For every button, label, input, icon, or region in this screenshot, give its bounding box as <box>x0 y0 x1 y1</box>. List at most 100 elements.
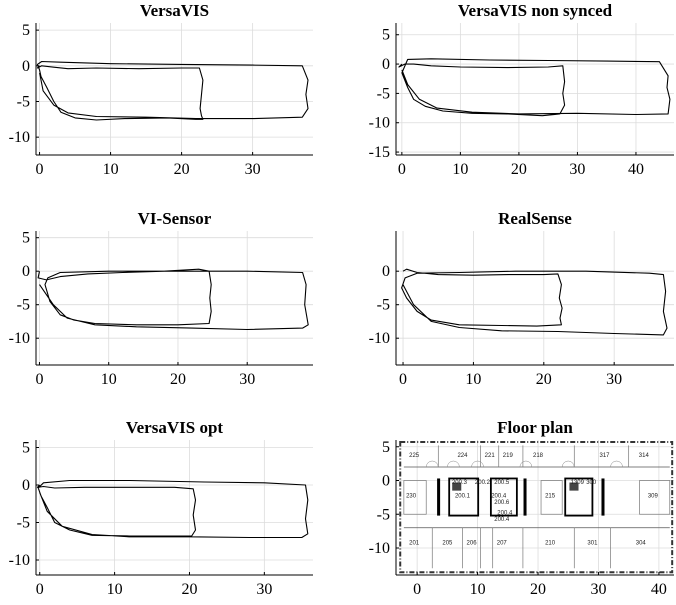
y-tick-label: 0 <box>22 58 30 75</box>
room-label: 205 <box>442 541 453 547</box>
subplot-1: VersaVIS 0 10 20 30 5 0 -5 -10 <box>9 1 313 178</box>
x-tick-label: 40 <box>651 581 667 598</box>
core-block <box>564 477 594 517</box>
x-tick-label: 30 <box>569 161 585 178</box>
y-tick-label: -5 <box>17 297 30 314</box>
trajectory-line <box>36 479 309 539</box>
y-tick-label: -10 <box>9 129 30 146</box>
y-tick-label: -10 <box>369 330 390 347</box>
trajectory-line <box>398 58 671 117</box>
room-label: 200.4 <box>491 493 507 499</box>
y-tick-label: 5 <box>22 22 30 39</box>
room-label: 206 <box>467 541 478 547</box>
y-tick-label: 0 <box>22 477 30 494</box>
y-tick-label: -5 <box>17 93 30 110</box>
door-swing <box>471 460 484 468</box>
stair-block <box>569 482 579 491</box>
room-label: 200.3 <box>452 480 468 486</box>
y-tick-label: 0 <box>382 56 390 73</box>
y-tick-label: -5 <box>17 515 30 532</box>
x-tick-label: 0 <box>413 581 421 598</box>
y-tick-label: 5 <box>22 440 30 457</box>
room-label: 230 <box>406 493 417 499</box>
door-swing <box>519 460 533 468</box>
room-label: 225 <box>409 453 420 459</box>
x-tick-label: 20 <box>511 161 527 178</box>
room-label: 301 <box>587 541 598 547</box>
y-tick-label: 5 <box>382 27 390 44</box>
door-swing <box>425 460 439 468</box>
room-label: 215 <box>545 493 556 499</box>
x-tick-label: 30 <box>239 371 255 388</box>
y-tick-label: -5 <box>377 506 390 523</box>
building-outline <box>399 441 674 574</box>
core-block <box>448 477 480 517</box>
x-tick-label: 0 <box>35 371 43 388</box>
room-label: 207 <box>497 541 508 547</box>
x-tick-label: 10 <box>452 161 468 178</box>
room-label: 201 <box>409 541 420 547</box>
x-tick-label: 20 <box>174 161 190 178</box>
room-label: 1309 <box>571 480 585 486</box>
room-label: 200.6 <box>494 500 510 506</box>
room-label: 317 <box>599 453 610 459</box>
room-wall <box>540 480 563 515</box>
y-tick-label: -15 <box>369 144 390 161</box>
x-tick-label: 30 <box>606 371 622 388</box>
core-block <box>489 477 518 517</box>
subplot-3: VI-Sensor 0 10 20 30 5 0 -5 -10 <box>9 209 313 388</box>
x-tick-label: 10 <box>103 161 119 178</box>
y-tick-label: -10 <box>369 115 390 132</box>
column-wall <box>601 478 605 516</box>
room-label: 200.2 <box>475 480 491 486</box>
room-label: 200.4 <box>497 510 513 516</box>
x-tick-label: 30 <box>590 581 606 598</box>
x-tick-label: 40 <box>628 161 644 178</box>
x-tick-label: 0 <box>36 581 44 598</box>
chart-title: VersaVIS non synced <box>458 1 613 20</box>
room-wall <box>403 480 427 515</box>
room-label: 300 <box>586 480 597 486</box>
chart-title: VersaVIS <box>140 1 209 20</box>
y-tick-label: -5 <box>377 297 390 314</box>
trajectory-line <box>36 60 309 121</box>
y-tick-label: 5 <box>382 439 390 456</box>
subplot-4: RealSense 0 10 20 30 0 -5 -10 <box>369 209 674 388</box>
y-tick-label: -10 <box>9 330 30 347</box>
x-tick-label: 10 <box>101 371 117 388</box>
room-label: 200.5 <box>494 480 510 486</box>
x-tick-label: 10 <box>465 371 481 388</box>
room-label: 314 <box>639 453 650 459</box>
y-tick-label: 0 <box>382 473 390 490</box>
floor-plan-drawing: 225 224 221 219 218 317 314 230 215 309 201 205 206 2… <box>399 441 674 574</box>
room-label: 200.4 <box>494 517 510 523</box>
trajectory-line <box>37 268 309 331</box>
chart-title: VersaVIS opt <box>126 418 223 437</box>
y-tick-label: 0 <box>22 263 30 280</box>
room-label: 219 <box>503 453 514 459</box>
door-swing <box>610 460 623 468</box>
room-label: 210 <box>545 541 556 547</box>
column-wall <box>523 478 527 516</box>
y-tick-label: -10 <box>369 540 390 557</box>
x-tick-label: 20 <box>536 371 552 388</box>
room-label: 221 <box>485 453 496 459</box>
room-label: 309 <box>648 493 659 499</box>
x-tick-label: 30 <box>245 161 261 178</box>
chart-title: VI-Sensor <box>138 209 212 228</box>
room-wall <box>639 480 671 515</box>
x-tick-label: 0 <box>398 161 406 178</box>
x-tick-label: 30 <box>256 581 272 598</box>
room-label: 304 <box>636 541 647 547</box>
x-tick-label: 0 <box>36 161 44 178</box>
x-tick-label: 10 <box>107 581 123 598</box>
x-tick-label: 0 <box>399 371 407 388</box>
stair-block <box>452 482 462 491</box>
trajectory-line <box>401 268 668 336</box>
y-tick-label: -10 <box>9 552 30 569</box>
room-label: 200.1 <box>455 493 471 499</box>
subplot-6: Floor plan 225 224 221 219 218 317 314 230 215 309… <box>369 418 674 598</box>
room-label: 218 <box>533 453 544 459</box>
